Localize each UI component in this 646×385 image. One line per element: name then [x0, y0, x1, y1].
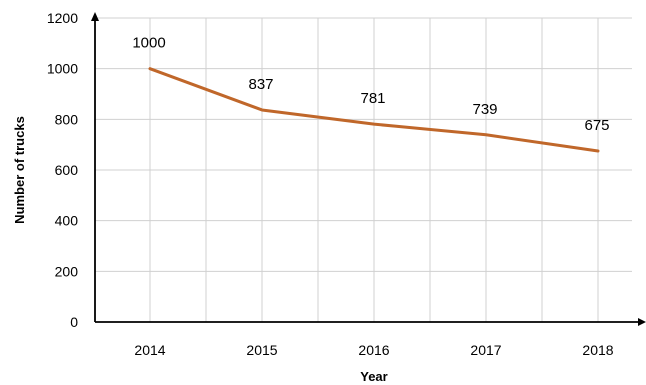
y-tick-label: 200 — [55, 263, 79, 279]
y-axis-arrowhead — [91, 12, 99, 21]
y-axis-title: Number of trucks — [12, 116, 27, 224]
x-axis-title: Year — [360, 369, 387, 384]
data-label: 781 — [360, 90, 385, 107]
y-tick-label: 600 — [55, 162, 79, 178]
x-tick-label: 2016 — [358, 342, 389, 358]
y-tick-label: 1200 — [47, 10, 78, 26]
series-line — [148, 67, 600, 153]
y-tick-labels: 0 200 400 600 800 1000 1200 — [47, 10, 78, 330]
y-tick-label: 800 — [55, 111, 79, 127]
y-tick-label: 1000 — [47, 61, 78, 77]
data-label: 837 — [248, 76, 273, 93]
axes — [91, 12, 646, 326]
gridlines — [95, 17, 632, 322]
data-labels: 1000 837 781 739 675 — [132, 35, 609, 134]
data-label: 739 — [472, 101, 497, 118]
x-tick-label: 2015 — [246, 342, 277, 358]
data-label: 1000 — [132, 35, 165, 52]
data-label: 675 — [584, 117, 609, 134]
x-tick-labels: 2014 2015 2016 2017 2018 — [134, 342, 613, 358]
y-tick-label: 400 — [55, 213, 79, 229]
x-tick-label: 2017 — [470, 342, 501, 358]
x-tick-label: 2014 — [134, 342, 165, 358]
series — [148, 67, 600, 153]
x-axis-arrowhead — [638, 318, 646, 326]
y-tick-label: 0 — [70, 314, 78, 330]
x-tick-label: 2018 — [582, 342, 613, 358]
